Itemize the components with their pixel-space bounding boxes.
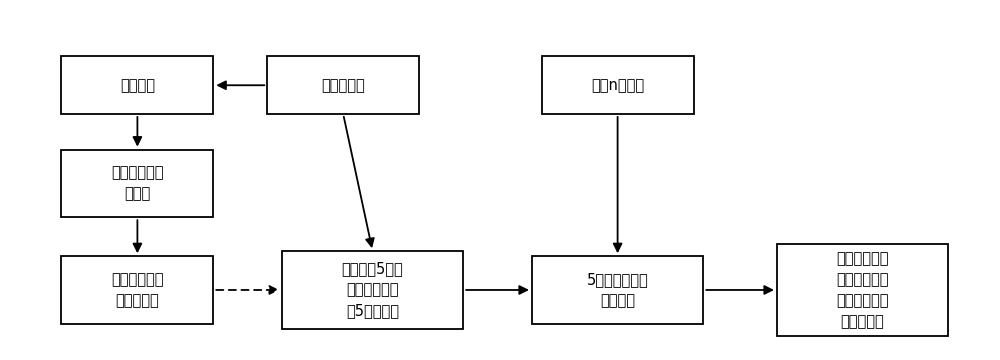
Bar xyxy=(61,149,213,217)
Bar xyxy=(61,57,213,114)
Bar xyxy=(282,251,463,329)
Bar xyxy=(532,256,703,324)
Text: 间隔n帧图像: 间隔n帧图像 xyxy=(591,78,644,93)
Text: 边缘检测: 边缘检测 xyxy=(120,78,155,93)
Text: 以原图上5个坐
标点为中心生
成5个匹配块: 以原图上5个坐 标点为中心生 成5个匹配块 xyxy=(342,261,403,319)
Text: 随机选择一个
边缘点坐标: 随机选择一个 边缘点坐标 xyxy=(111,272,164,308)
Bar xyxy=(61,256,213,324)
Bar xyxy=(542,57,694,114)
Text: 5个匹配块整体
平移匹配: 5个匹配块整体 平移匹配 xyxy=(587,272,648,308)
Bar xyxy=(777,244,948,336)
Text: 当前帧图像: 当前帧图像 xyxy=(321,78,365,93)
Text: 得到匹配偏移
量，将两帧图
像平移叠加得
到背景图像: 得到匹配偏移 量，将两帧图 像平移叠加得 到背景图像 xyxy=(836,251,889,329)
Text: 搜索四角边缘
点坐标: 搜索四角边缘 点坐标 xyxy=(111,165,164,201)
Bar xyxy=(267,57,419,114)
